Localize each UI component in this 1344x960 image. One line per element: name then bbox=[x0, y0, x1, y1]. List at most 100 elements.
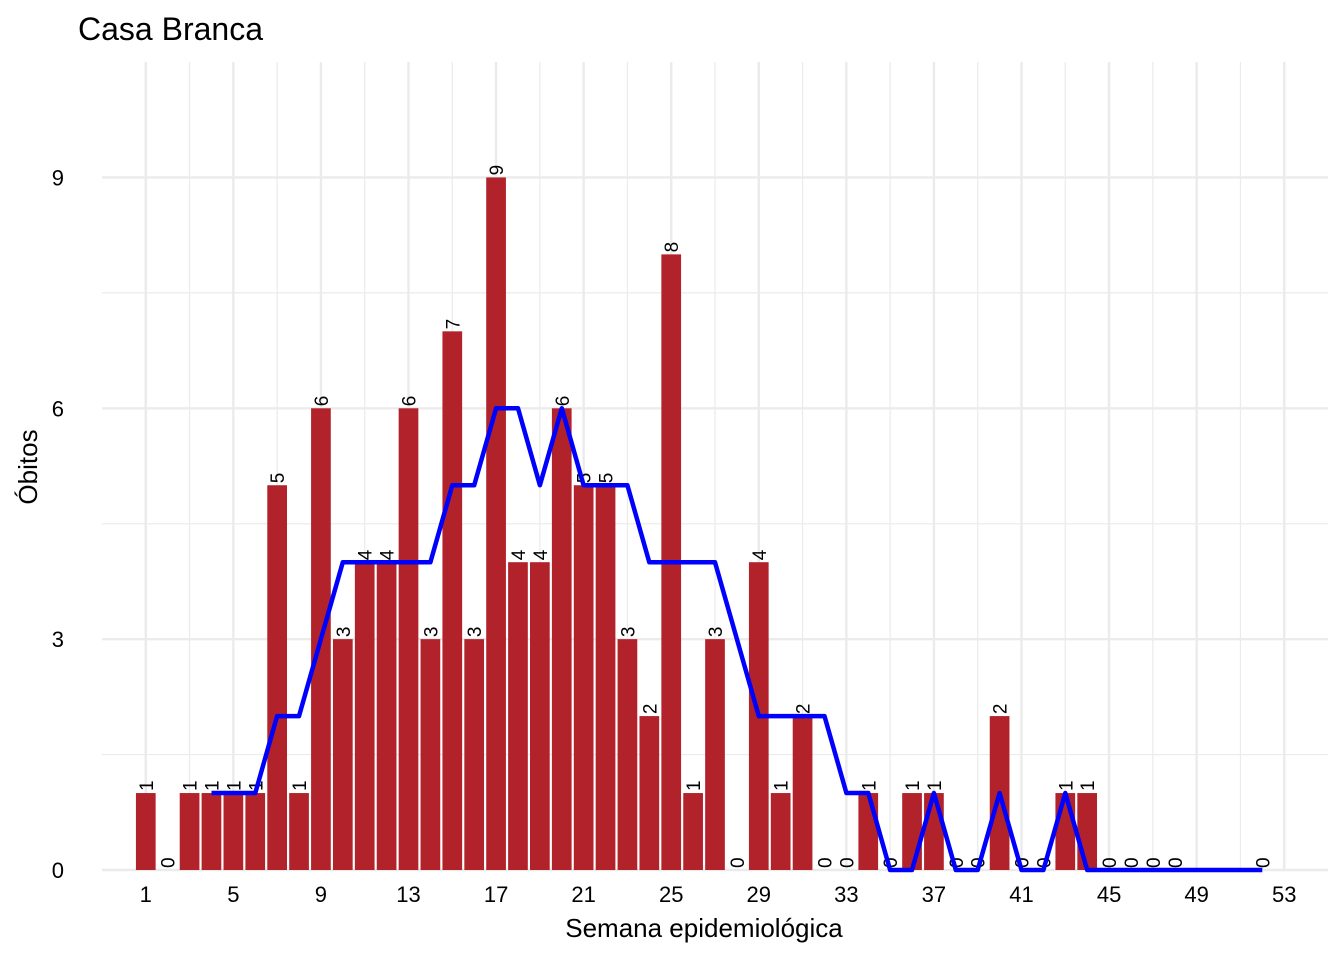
bar bbox=[792, 716, 813, 870]
x-tick-label: 41 bbox=[1009, 882, 1033, 907]
bar bbox=[595, 485, 616, 870]
bar bbox=[683, 793, 703, 870]
bar-value-label: 1 bbox=[925, 780, 946, 791]
bar bbox=[376, 562, 397, 870]
bar-value-label: 1 bbox=[224, 780, 245, 791]
bar-value-label: 1 bbox=[772, 780, 793, 791]
y-tick-label: 9 bbox=[52, 165, 64, 190]
bar bbox=[289, 793, 309, 870]
bar-value-label: 4 bbox=[531, 549, 552, 560]
bar-value-label: 1 bbox=[1056, 780, 1077, 791]
bar bbox=[464, 639, 485, 870]
bar bbox=[770, 793, 791, 870]
x-axis-title: Semana epidemiológica bbox=[565, 913, 843, 943]
bar-value-label: 9 bbox=[487, 165, 508, 176]
bar bbox=[924, 793, 944, 870]
bar-value-label: 0 bbox=[947, 857, 968, 868]
bar bbox=[332, 639, 353, 870]
bar-value-label: 3 bbox=[706, 627, 727, 638]
x-tick-label: 33 bbox=[834, 882, 858, 907]
bar bbox=[398, 408, 419, 870]
bar-value-label: 2 bbox=[991, 704, 1012, 715]
bar bbox=[1055, 793, 1076, 870]
bar bbox=[858, 793, 879, 870]
y-tick-label: 3 bbox=[52, 627, 64, 652]
bar-value-label: 4 bbox=[356, 549, 377, 560]
bar bbox=[442, 331, 463, 870]
bar bbox=[420, 639, 441, 870]
bar-value-label: 6 bbox=[553, 396, 574, 407]
x-tick-label: 17 bbox=[484, 882, 508, 907]
bar-value-label: 0 bbox=[881, 857, 902, 868]
bar-value-label: 3 bbox=[618, 627, 639, 638]
bar-value-label: 0 bbox=[1253, 857, 1274, 868]
bar-value-label: 0 bbox=[728, 857, 749, 868]
moving-average-line bbox=[211, 406, 1263, 873]
x-tick-label: 21 bbox=[571, 882, 595, 907]
bar-value-label: 1 bbox=[137, 780, 158, 791]
bar bbox=[705, 639, 725, 870]
x-tick-label: 29 bbox=[747, 882, 771, 907]
x-tick-label: 53 bbox=[1272, 882, 1296, 907]
bar bbox=[179, 793, 200, 870]
bar-value-label: 0 bbox=[159, 857, 180, 868]
bar-value-label: 0 bbox=[1166, 857, 1187, 868]
y-axis-ticks: 0 3 6 9 bbox=[52, 165, 64, 883]
bar-value-label: 1 bbox=[181, 780, 202, 791]
bar-value-label: 1 bbox=[202, 780, 223, 791]
bar bbox=[486, 177, 506, 870]
bar bbox=[201, 793, 222, 870]
bar-value-label: 0 bbox=[837, 857, 858, 868]
bar-value-label: 4 bbox=[378, 549, 399, 560]
chart-title: Casa Branca bbox=[78, 11, 263, 47]
x-tick-label: 5 bbox=[227, 882, 239, 907]
bar-value-label: 1 bbox=[684, 780, 705, 791]
bar bbox=[530, 562, 550, 870]
bar bbox=[223, 793, 244, 870]
bar-value-label: 1 bbox=[903, 780, 924, 791]
bar bbox=[135, 793, 156, 870]
x-tick-label: 13 bbox=[396, 882, 420, 907]
x-tick-label: 37 bbox=[922, 882, 946, 907]
bar bbox=[573, 485, 594, 870]
bar-value-label: 0 bbox=[1013, 857, 1034, 868]
x-tick-label: 1 bbox=[140, 882, 152, 907]
bar-value-label: 4 bbox=[509, 549, 530, 560]
bar-value-label: 5 bbox=[597, 473, 618, 484]
bar bbox=[354, 562, 375, 870]
bar bbox=[1077, 793, 1098, 870]
x-axis-ticks: 1 5 9 13 17 21 25 29 33 37 41 45 49 53 bbox=[140, 882, 1297, 907]
bar-value-label: 0 bbox=[815, 857, 836, 868]
x-tick-label: 9 bbox=[315, 882, 327, 907]
bar-value-label: 6 bbox=[400, 396, 421, 407]
bar bbox=[639, 716, 660, 870]
bar bbox=[267, 485, 287, 870]
x-tick-label: 45 bbox=[1097, 882, 1121, 907]
y-axis-title: Óbitos bbox=[13, 429, 43, 504]
bar-value-label: 1 bbox=[859, 780, 880, 791]
x-tick-label: 49 bbox=[1184, 882, 1208, 907]
bar-value-label: 5 bbox=[575, 473, 596, 484]
bar-value-label: 6 bbox=[312, 396, 333, 407]
bar-value-label: 0 bbox=[1122, 857, 1143, 868]
bar bbox=[902, 793, 922, 870]
bar-value-label: 3 bbox=[421, 627, 442, 638]
bar-value-label: 4 bbox=[750, 549, 771, 560]
bar-value-label: 0 bbox=[1100, 857, 1121, 868]
bar bbox=[617, 639, 638, 870]
y-tick-label: 0 bbox=[52, 858, 64, 883]
x-tick-label: 25 bbox=[659, 882, 683, 907]
bar-value-label: 3 bbox=[465, 627, 486, 638]
bar bbox=[508, 562, 528, 870]
bar-value-label: 8 bbox=[662, 242, 683, 253]
bar bbox=[551, 408, 572, 870]
bar-value-label: 2 bbox=[794, 704, 815, 715]
bar-value-label: 2 bbox=[640, 704, 661, 715]
bar bbox=[245, 793, 266, 870]
bar-value-label: 1 bbox=[290, 780, 311, 791]
bar-value-label: 3 bbox=[334, 627, 355, 638]
bar-value-label: 7 bbox=[443, 319, 464, 330]
y-tick-label: 6 bbox=[52, 396, 64, 421]
